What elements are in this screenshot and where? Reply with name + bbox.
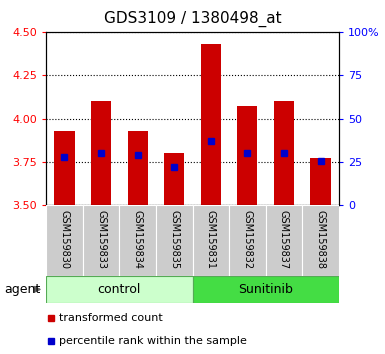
Bar (237, 107, 258, 205)
Bar (201, 44, 221, 205)
Text: Sunitinib: Sunitinib (238, 283, 293, 296)
Text: percentile rank within the sample: percentile rank within the sample (59, 336, 247, 346)
Bar (192, 276, 339, 303)
Text: GSM159835: GSM159835 (169, 210, 179, 269)
Text: agent: agent (4, 283, 40, 296)
Text: transformed count: transformed count (59, 313, 163, 323)
Bar (54, 131, 75, 205)
Bar (127, 131, 148, 205)
Bar (274, 101, 294, 205)
Bar (302, 205, 339, 276)
Bar (310, 159, 331, 205)
Text: control: control (98, 283, 141, 296)
Text: GSM159838: GSM159838 (316, 210, 325, 269)
Text: GSM159837: GSM159837 (279, 210, 289, 269)
Text: GSM159834: GSM159834 (133, 210, 142, 269)
Text: GSM159830: GSM159830 (60, 210, 69, 269)
Text: GDS3109 / 1380498_at: GDS3109 / 1380498_at (104, 11, 281, 27)
Text: GSM159831: GSM159831 (206, 210, 216, 269)
Bar (156, 205, 192, 276)
Bar (229, 205, 266, 276)
Bar (83, 205, 119, 276)
Bar (91, 101, 111, 205)
Bar (192, 205, 229, 276)
Bar (46, 276, 192, 303)
Bar (119, 205, 156, 276)
Bar (164, 153, 184, 205)
Bar (266, 205, 302, 276)
Text: GSM159833: GSM159833 (96, 210, 106, 269)
Bar (46, 205, 83, 276)
Text: GSM159832: GSM159832 (243, 210, 252, 269)
